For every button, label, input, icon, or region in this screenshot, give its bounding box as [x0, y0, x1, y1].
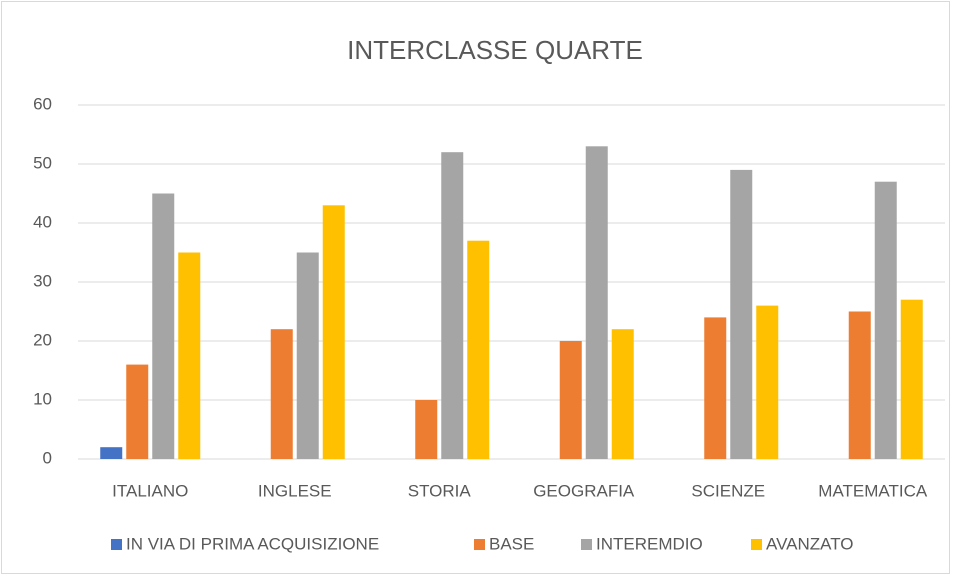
x-tick-label: STORIA [408, 481, 472, 500]
bar [874, 181, 897, 459]
legend-label: BASE [489, 534, 534, 553]
legend-swatch [751, 539, 762, 550]
bar [756, 305, 779, 459]
bar [270, 329, 293, 459]
bar [178, 252, 201, 459]
y-tick-label: 0 [43, 448, 52, 467]
bar [900, 299, 923, 459]
legend-swatch [581, 539, 592, 550]
legend-label: INTEREMDIO [596, 534, 703, 553]
bar [296, 252, 319, 459]
y-tick-label: 60 [33, 94, 52, 113]
chart-title: INTERCLASSE QUARTE [347, 35, 643, 65]
bar [415, 400, 438, 459]
bar [611, 329, 634, 459]
legend-label: AVANZATO [766, 534, 854, 553]
legend-swatch [474, 539, 485, 550]
bar [730, 169, 753, 459]
y-tick-label: 40 [33, 212, 52, 231]
bar [585, 146, 608, 460]
bar [559, 341, 582, 459]
x-tick-label: SCIENZE [691, 481, 765, 500]
bar [126, 364, 149, 459]
y-tick-label: 50 [33, 153, 52, 172]
x-tick-label: MATEMATICA [818, 481, 928, 500]
bar [100, 447, 123, 459]
y-tick-label: 10 [33, 389, 52, 408]
x-tick-label: GEOGRAFIA [533, 481, 635, 500]
legend-swatch [111, 539, 122, 550]
x-tick-label: INGLESE [258, 481, 332, 500]
bar [467, 240, 490, 459]
bar [848, 311, 871, 459]
y-tick-label: 20 [33, 330, 52, 349]
x-tick-label: ITALIANO [112, 481, 188, 500]
y-tick-label: 30 [33, 271, 52, 290]
bar [152, 193, 175, 459]
bar [704, 317, 727, 459]
bar [322, 205, 345, 459]
legend-label: IN VIA DI PRIMA ACQUISIZIONE [126, 534, 379, 553]
bar [441, 152, 464, 459]
